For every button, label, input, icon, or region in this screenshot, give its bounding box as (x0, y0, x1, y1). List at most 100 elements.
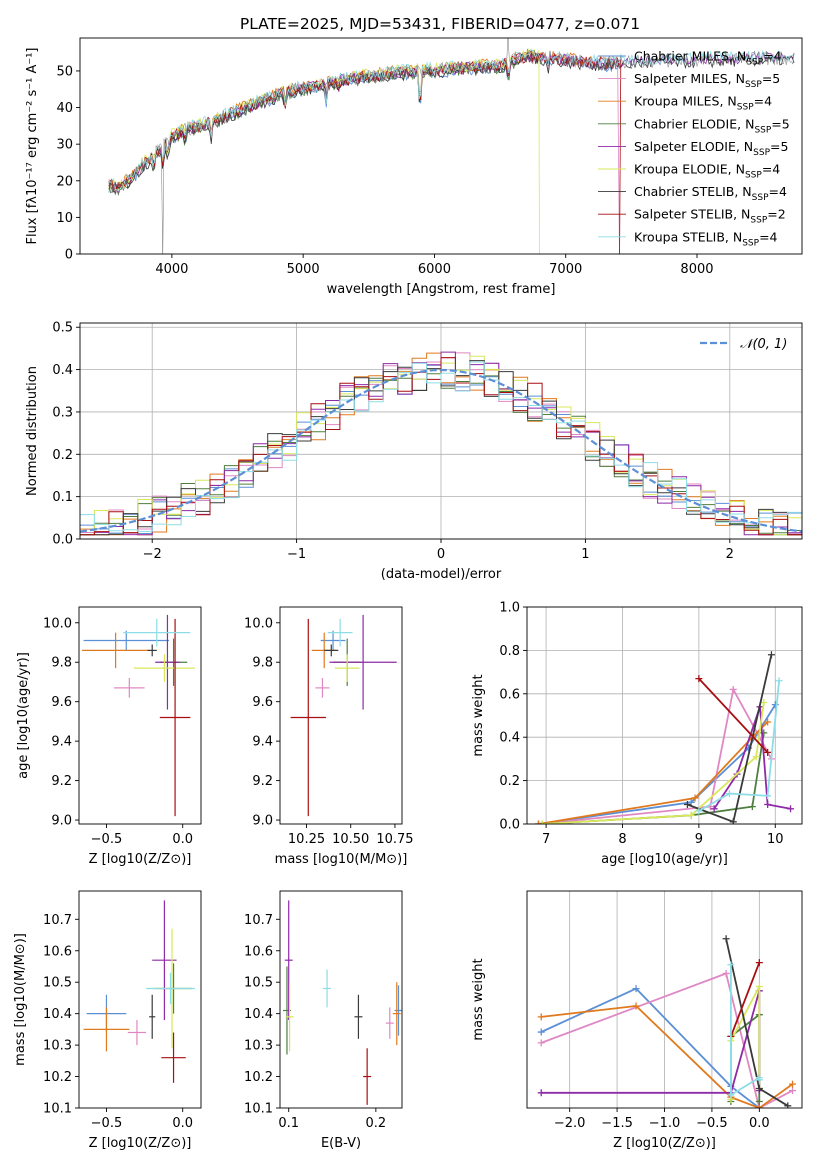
errorbar-salpeter-stelib (290, 618, 326, 817)
series-line-salpeter-miles (538, 686, 773, 824)
spectrum-chabrier-stelib (108, 51, 795, 196)
x-tick-label: 6000 (418, 262, 451, 277)
x-tick-label: 7 (542, 832, 550, 847)
mass_vs_ebv-ticks: 0.1 0.2 10.1 10.2 10.3 10.4 10.5 10.6 10.7 (244, 913, 386, 1131)
mass_vs_Z-ticks: −0.5 0.0 10.1 10.2 10.3 10.4 10.5 10.6 10.7 (43, 913, 193, 1131)
legend-label-sub: SSP (745, 171, 762, 181)
series-point (767, 651, 775, 659)
y-tick-label: 9.4 (51, 735, 72, 750)
x-tick-label: −1.5 (601, 1116, 633, 1131)
legend-label-value: =4 (759, 229, 777, 244)
mass_vs_ebv-axes: 0.1 0.2 10.1 10.2 10.3 10.4 10.5 10.6 10.7 E(B-V) (244, 913, 386, 1151)
age_vs_mass-points (290, 614, 397, 817)
series-point (537, 1013, 545, 1021)
series-point (764, 800, 772, 808)
series-point (632, 985, 640, 993)
mass_vs_ebv-points (282, 900, 402, 1105)
series-point (752, 753, 760, 761)
x-tick-label: −1.0 (649, 1116, 681, 1131)
errorbar-salpeter-elodie (329, 614, 397, 710)
weight_vs_Z-series (537, 935, 797, 1108)
y-tick-label: 10 (56, 211, 73, 226)
errorbar-chabrier-stelib (324, 644, 339, 657)
errorbar-salpeter-elodie (155, 614, 180, 710)
errorbar-chabrier-miles (83, 630, 169, 651)
y-tick-label: 10.5 (43, 976, 72, 991)
series-point (784, 1102, 792, 1108)
age_vs_Z-points (82, 614, 195, 817)
y-tick-label: 10.0 (43, 616, 72, 631)
x-tick-label: 8 (618, 832, 626, 847)
legend-label-text: Kroupa STELIB, N (634, 229, 742, 244)
y-tick-label: 20 (56, 174, 73, 189)
histogram-steps (80, 351, 802, 536)
series-point (695, 675, 703, 683)
y-axis-label: age [log10(age/yr)] (16, 652, 31, 779)
y-tick-label: 0.0 (52, 533, 73, 548)
x-tick-label: −0.5 (91, 1116, 123, 1131)
series-point (729, 685, 737, 693)
x-tick-label: 1 (581, 547, 589, 562)
series-point (683, 800, 691, 808)
series-point (755, 1076, 763, 1084)
series-point (537, 1028, 545, 1036)
errorbar-kroupa-stelib (123, 618, 191, 647)
series-line-kroupa-stelib (698, 680, 780, 812)
series-point (764, 792, 772, 800)
y-tick-label: 1.0 (499, 601, 520, 616)
y-tick-label: 0.2 (52, 448, 73, 463)
spectrum-data (108, 38, 795, 254)
errorbar-chabrier-stelib (149, 994, 156, 1039)
y-tick-label: 10.1 (244, 1102, 273, 1117)
legend-label-sub: SSP (742, 238, 759, 248)
series-point (710, 805, 718, 813)
legend-label-sub: SSP (752, 193, 769, 203)
series-point (538, 820, 546, 824)
series-point (632, 1002, 640, 1010)
figure-title: PLATE=2025, MJD=53431, FIBERID=0477, z=0… (240, 15, 640, 33)
mass_vs_Z-points (83, 900, 195, 1083)
series-point (789, 1080, 797, 1088)
x-tick-label: 2 (726, 547, 734, 562)
spectrum-axes: 4000 5000 6000 7000 8000 0 10 20 30 40 50 wavelengt… (25, 48, 714, 298)
x-tick-label: 0.0 (172, 1116, 193, 1131)
spectrum-kroupa-stelib (108, 49, 795, 192)
age_vs_mass-ticks: 10.25 10.50 10.75 9.0 9.2 9.4 9.6 9.8 10.0 (244, 616, 413, 847)
histogram-frame (79, 322, 803, 540)
y-tick-label: 9.2 (51, 774, 72, 789)
series-point (755, 959, 763, 967)
y-tick-label: 10.1 (43, 1102, 72, 1117)
legend-label-text: Chabrier ELODIE, N (634, 116, 754, 131)
errorbar-chabrier-stelib (354, 994, 363, 1039)
series-point (537, 1089, 545, 1097)
weight_vs_Z-ticks: −2.0 −1.5 −1.0 −0.5 0.0 (554, 1108, 770, 1131)
legend-label-value: =4 (754, 94, 772, 109)
series-line-salpeter-elodie (713, 706, 791, 810)
y-tick-label: 0.8 (499, 644, 520, 659)
series-point (755, 1104, 763, 1108)
series-point (775, 677, 783, 685)
legend-label-text: Salpeter MILES, N (634, 71, 745, 86)
spectrum-salpeter-miles (108, 52, 620, 254)
y-tick-label: 10.0 (244, 616, 273, 631)
gaussian-curve (80, 368, 802, 533)
series-line-chabrier-elodie (542, 732, 765, 824)
series-point (748, 803, 756, 811)
spectrum-ticks: 4000 5000 6000 7000 8000 0 10 20 30 40 50 (56, 64, 713, 277)
x-axis-label: mass [log10(M/M⊙)] (275, 852, 408, 867)
errorbar-kroupa-stelib (323, 969, 332, 1008)
legend-label-value: =2 (767, 207, 785, 222)
x-axis-label: Z [log10(Z/Z⊙)] (89, 852, 192, 867)
mass_vs_ebv-frame (279, 890, 403, 1109)
gaussian-legend-label: 𝒩(0, 1) (740, 337, 787, 352)
errorbar-kroupa-miles (392, 982, 401, 1046)
x-tick-label: −1 (287, 547, 306, 562)
errorbar-salpeter-stelib (159, 618, 191, 817)
spectrum-salpeter-stelib (108, 49, 622, 254)
series-point (755, 1084, 763, 1092)
weight_vs_Z-frame (526, 890, 803, 1109)
errorbar-salpeter-stelib (363, 1048, 372, 1105)
y-tick-label: 9.8 (252, 656, 273, 671)
